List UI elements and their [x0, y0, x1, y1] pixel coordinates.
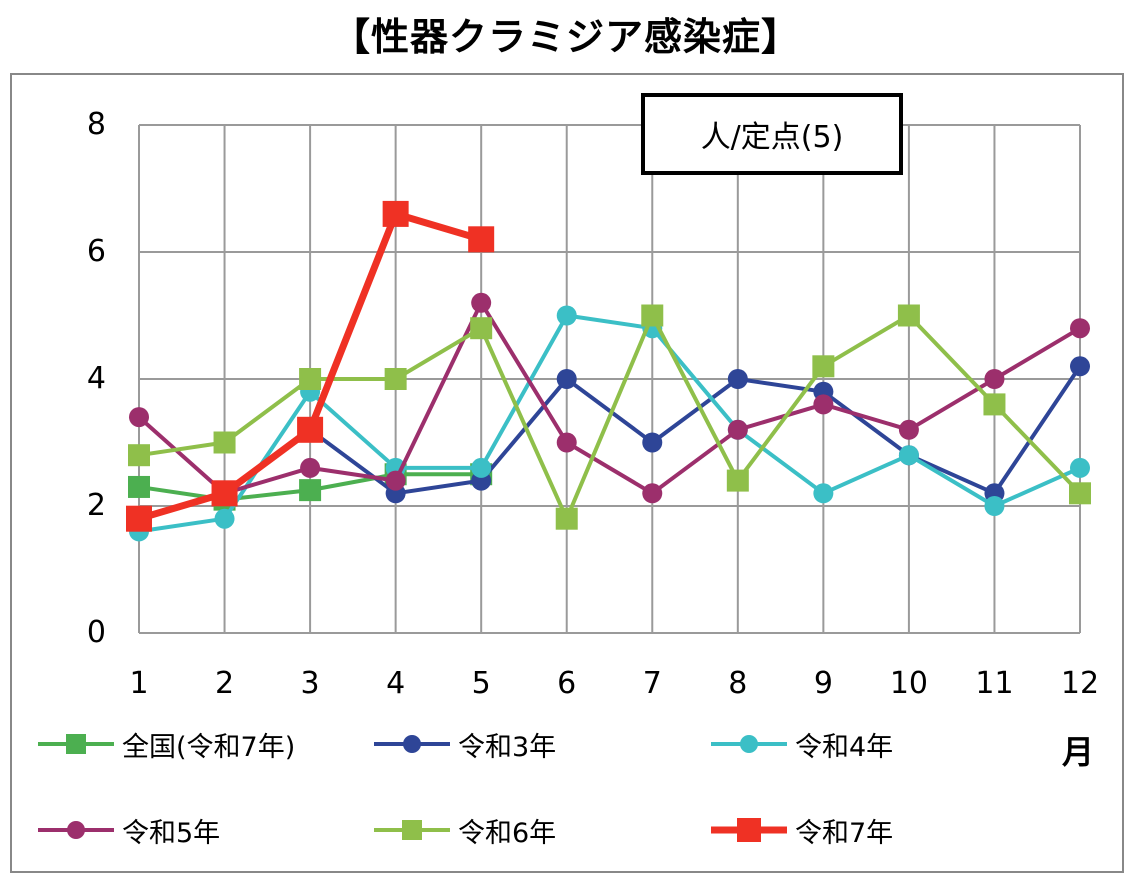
data-point: [898, 445, 919, 466]
unit-label: 人/定点(5): [641, 93, 903, 175]
legend-item: 令和4年: [709, 726, 894, 763]
data-point: [898, 419, 919, 440]
data-point: [299, 479, 322, 502]
x-tick-label: 3: [300, 666, 320, 701]
data-point: [468, 226, 495, 253]
data-point: [556, 305, 577, 326]
data-point: [1069, 482, 1091, 505]
x-tick-label: 11: [975, 666, 1014, 701]
series-4: [128, 304, 1091, 530]
data-point: [726, 469, 749, 492]
data-point: [300, 457, 321, 478]
x-tick-label: 2: [214, 666, 235, 701]
y-tick-label: 0: [86, 615, 106, 650]
legend-label: 令和7年: [795, 817, 894, 849]
series-line: [137, 300, 1082, 496]
x-tick-label: 12: [1060, 666, 1100, 701]
data-point: [126, 505, 152, 532]
data-point: [813, 394, 834, 415]
data-point: [471, 292, 492, 313]
x-tick-label: 9: [813, 666, 833, 701]
data-point: [642, 432, 663, 453]
series-line: [138, 313, 1082, 521]
data-point: [556, 369, 577, 389]
data-point: [1070, 318, 1090, 339]
legend-swatch: [374, 735, 450, 753]
legend-swatch: [711, 735, 787, 753]
legend-label: 令和5年: [122, 817, 221, 849]
y-tick-label: 4: [86, 361, 106, 396]
legend-label: 令和3年: [458, 731, 557, 763]
legend-item: 令和7年: [709, 812, 894, 849]
data-point: [128, 444, 150, 467]
legend-item: 令和5年: [36, 812, 221, 849]
data-point: [1070, 457, 1090, 478]
data-point: [641, 304, 664, 327]
x-tick-label: 1: [129, 666, 149, 701]
data-point: [1070, 356, 1090, 377]
data-point: [812, 355, 835, 378]
data-point: [642, 483, 663, 504]
data-point: [984, 369, 1005, 389]
legend-item: 令和6年: [372, 812, 557, 849]
x-tick-label: 7: [642, 666, 662, 701]
legend-swatch: [38, 734, 114, 754]
chart-frame: [10, 73, 1124, 873]
x-tick-label: 8: [728, 666, 748, 701]
y-tick-label: 8: [86, 107, 106, 142]
y-tick-label: 2: [86, 488, 106, 523]
data-point: [299, 368, 322, 390]
data-point: [813, 483, 834, 504]
legend-swatch: [711, 818, 787, 842]
series-line: [138, 313, 1081, 534]
legend-label: 全国(令和7年): [122, 731, 296, 763]
data-point: [727, 419, 748, 440]
legend-label: 令和4年: [795, 731, 894, 763]
data-point: [129, 407, 149, 428]
data-point: [297, 416, 324, 443]
data-point: [556, 432, 577, 453]
data-point: [727, 369, 748, 389]
legend-item: 全国(令和7年): [36, 726, 296, 763]
legend-swatch: [38, 821, 114, 839]
data-point: [213, 431, 236, 454]
x-tick-label: 5: [471, 666, 491, 701]
data-point: [211, 480, 238, 507]
y-tick-label: 6: [86, 234, 106, 269]
grid-lines: [138, 124, 1081, 634]
data-point: [555, 507, 578, 530]
legend-swatch: [374, 820, 450, 840]
data-point: [471, 457, 492, 478]
legend-label: 令和6年: [458, 817, 557, 849]
data-point: [382, 200, 409, 227]
data-point: [385, 470, 406, 491]
data-point: [984, 496, 1005, 516]
data-point: [897, 304, 920, 327]
series-line: [138, 365, 1082, 521]
data-point: [983, 393, 1006, 416]
data-point: [384, 368, 407, 390]
series-5: [126, 200, 495, 532]
chart-title: 【性器クラミジア感染症】: [331, 15, 800, 59]
x-tick-label: 4: [386, 666, 406, 701]
data-point: [128, 475, 150, 498]
data-point: [214, 508, 235, 529]
series-layer: [126, 200, 1091, 542]
series-1: [129, 356, 1090, 529]
data-point: [470, 317, 493, 340]
x-axis-unit: 月: [1062, 733, 1095, 771]
x-tick-label: 6: [557, 666, 577, 701]
legend-item: 令和3年: [372, 726, 557, 763]
x-tick-label: 10: [889, 666, 928, 701]
series-2: [129, 305, 1090, 542]
